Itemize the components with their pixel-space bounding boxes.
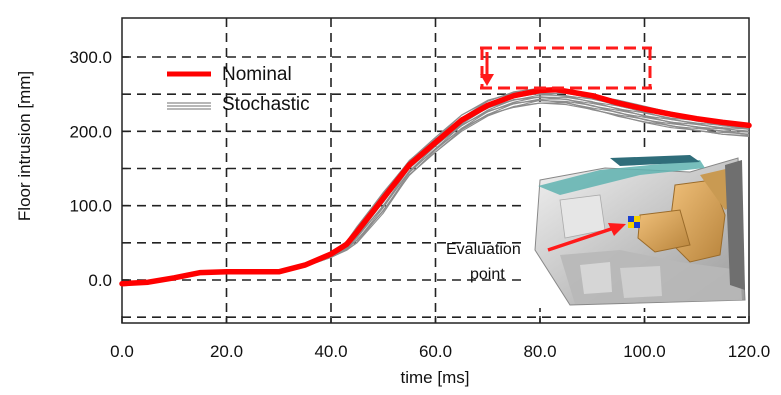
evaluation-arrow	[547, 223, 626, 252]
reduction-marker	[480, 46, 652, 90]
y-axis-label: Floor intrusion [mm]	[15, 71, 34, 221]
y-tick-label: 100.0	[69, 197, 112, 216]
legend: Nominal Stochastic	[167, 64, 310, 115]
x-tick-label: 40.0	[314, 342, 347, 361]
x-tick-label: 0.0	[110, 342, 134, 361]
annotation-evaluation: Evaluation	[446, 241, 521, 258]
nominal-line	[119, 86, 752, 287]
x-tick-label: 80.0	[523, 342, 556, 361]
y-tick-label: 0.0	[88, 271, 112, 290]
annotation-point: point	[470, 266, 505, 283]
legend-label-nominal: Nominal	[222, 64, 292, 85]
x-tick-label: 120.0	[728, 342, 771, 361]
legend-swatch-stochastic	[167, 102, 211, 110]
car-floor-photo	[522, 150, 746, 308]
ticks: 0.0 100.0 200.0 300.0 0.0 20.0 40.0 60.0 80.0 100…	[69, 48, 770, 361]
x-tick-label: 100.0	[623, 342, 666, 361]
x-axis-label: time [ms]	[401, 368, 470, 387]
series-layer	[119, 86, 752, 287]
y-tick-label: 200.0	[69, 122, 112, 141]
x-tick-label: 20.0	[210, 342, 243, 361]
y-tick-label: 300.0	[69, 48, 112, 67]
legend-label-stochastic: Stochastic	[222, 94, 310, 115]
x-tick-label: 60.0	[419, 342, 452, 361]
